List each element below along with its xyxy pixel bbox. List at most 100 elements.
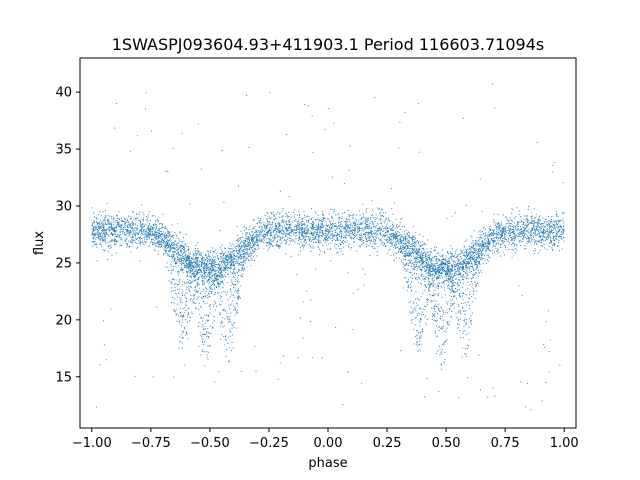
data-point — [236, 250, 238, 252]
data-point — [372, 234, 374, 236]
data-point — [195, 250, 197, 252]
data-point — [298, 225, 300, 227]
data-point — [311, 239, 313, 241]
data-point — [199, 252, 201, 254]
data-point — [97, 236, 99, 238]
data-point — [96, 221, 98, 223]
data-point — [493, 232, 495, 234]
data-point — [456, 268, 458, 270]
data-point — [227, 252, 229, 254]
data-point — [485, 234, 487, 236]
data-point — [505, 239, 508, 241]
data-point — [128, 221, 130, 223]
data-point — [178, 237, 180, 240]
data-point — [319, 226, 321, 228]
data-point — [264, 224, 266, 226]
data-point — [317, 214, 319, 216]
data-point — [271, 217, 273, 219]
data-point — [169, 246, 171, 248]
data-point — [126, 243, 128, 245]
data-point — [408, 241, 410, 243]
data-point — [542, 235, 544, 237]
data-point — [229, 263, 231, 265]
data-point — [427, 268, 429, 270]
data-point — [177, 249, 179, 251]
data-point — [307, 232, 309, 234]
data-point — [524, 233, 526, 235]
data-point — [540, 240, 543, 242]
data-point — [370, 235, 372, 237]
data-point — [472, 258, 474, 260]
data-point — [448, 281, 450, 283]
data-point — [230, 251, 232, 253]
data-point — [495, 242, 497, 245]
data-point — [341, 212, 344, 214]
data-point — [241, 246, 243, 248]
data-point — [114, 231, 116, 233]
data-point — [334, 243, 336, 245]
data-point — [375, 227, 377, 229]
data-point — [344, 224, 347, 226]
data-point — [437, 273, 440, 275]
data-point — [96, 260, 98, 262]
data-point — [132, 242, 134, 244]
data-point — [362, 212, 364, 214]
data-point — [384, 227, 386, 229]
data-point — [308, 216, 310, 218]
data-point — [454, 257, 456, 259]
data-point — [368, 226, 370, 228]
data-point — [478, 253, 480, 255]
data-point — [498, 252, 500, 254]
data-point — [481, 259, 483, 261]
data-point — [93, 212, 95, 214]
data-point — [270, 239, 272, 241]
data-point — [553, 238, 555, 240]
data-point — [270, 234, 272, 236]
data-point — [128, 225, 130, 227]
data-point — [367, 245, 369, 247]
data-point — [548, 246, 550, 248]
data-point — [226, 261, 228, 263]
data-point — [516, 229, 518, 231]
data-point — [373, 236, 375, 238]
data-point — [93, 221, 95, 223]
data-point — [562, 236, 564, 238]
data-point — [486, 259, 488, 261]
data-point — [132, 239, 134, 241]
data-point — [562, 218, 564, 220]
data-point — [141, 237, 143, 239]
data-point — [233, 245, 235, 247]
data-point — [461, 279, 463, 281]
data-point — [407, 264, 409, 266]
data-point — [116, 240, 118, 242]
data-point — [375, 234, 377, 236]
data-point — [258, 229, 260, 231]
data-point — [179, 262, 181, 265]
data-point — [350, 228, 352, 230]
data-point — [504, 241, 506, 243]
data-point — [403, 242, 405, 244]
data-point — [342, 239, 344, 242]
data-point — [322, 226, 324, 228]
data-point — [216, 257, 219, 259]
data-point — [398, 251, 400, 253]
data-point — [197, 281, 199, 283]
data-point — [348, 225, 350, 227]
data-point — [181, 241, 183, 243]
data-point — [483, 257, 485, 260]
data-point — [466, 239, 468, 241]
data-point — [502, 232, 504, 234]
data-point — [267, 238, 270, 240]
data-point — [251, 242, 253, 244]
data-point — [335, 244, 337, 246]
data-point — [155, 224, 158, 226]
data-point — [299, 243, 301, 245]
data-point — [554, 244, 556, 246]
data-point — [477, 239, 479, 242]
data-point — [168, 242, 170, 244]
data-point — [238, 258, 240, 260]
data-point — [563, 240, 565, 242]
data-point — [287, 217, 289, 219]
data-point — [557, 222, 559, 224]
